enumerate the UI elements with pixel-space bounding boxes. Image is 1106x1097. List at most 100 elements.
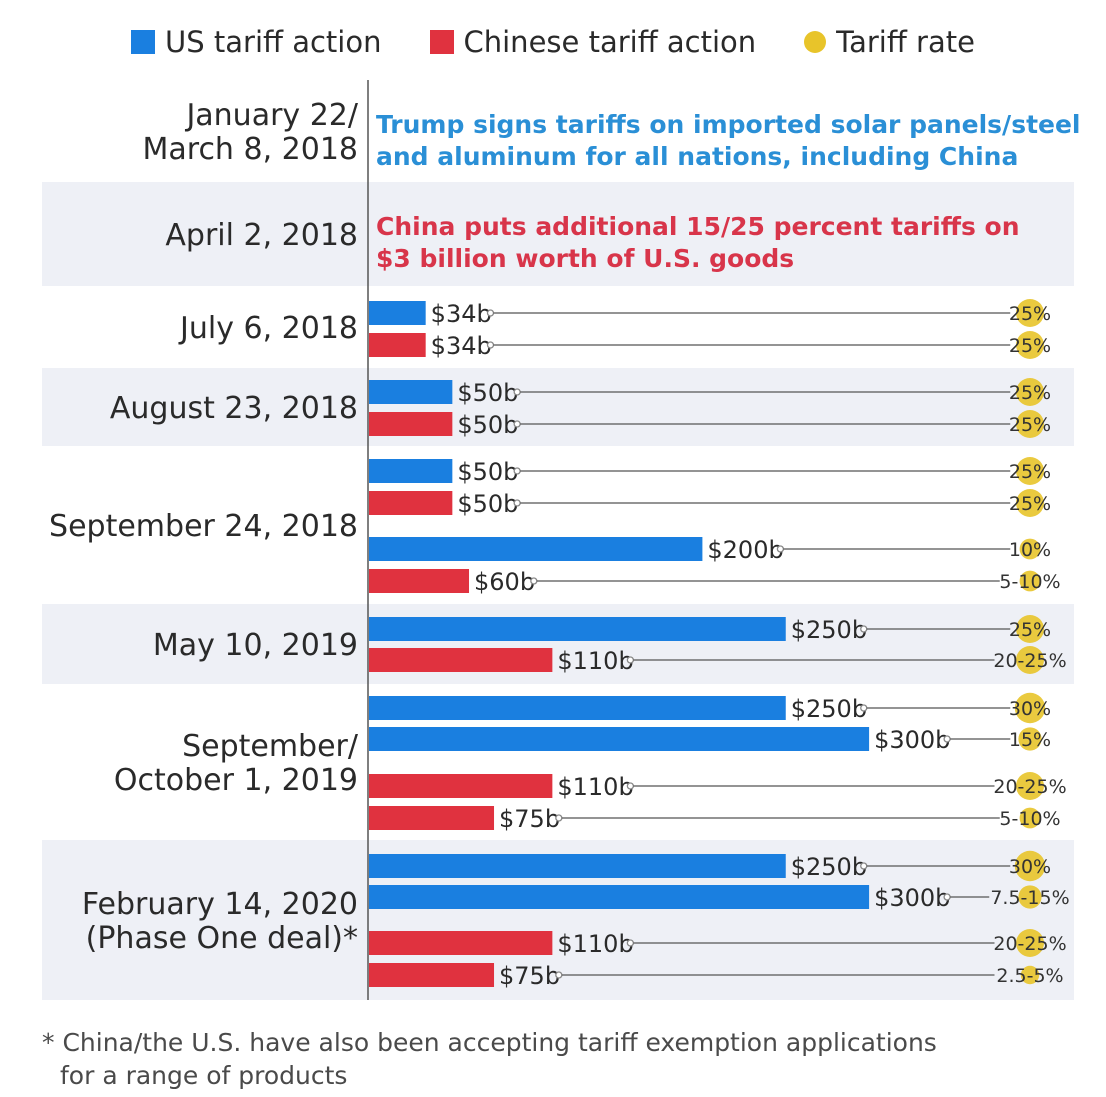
rate-bubble bbox=[1019, 807, 1041, 829]
tariff-timeline-chart: January 22/March 8, 2018 Trump signs tari… bbox=[42, 80, 1081, 1000]
connector-dot bbox=[513, 499, 521, 507]
rate-label: 25% bbox=[1009, 303, 1051, 325]
bar-us bbox=[369, 727, 870, 751]
bar-china bbox=[369, 774, 553, 798]
connector-dot bbox=[513, 420, 521, 428]
bar-us bbox=[369, 537, 703, 561]
bar-value-label: $250b bbox=[791, 695, 867, 723]
bar-value-label: $34b bbox=[431, 332, 492, 360]
bar-us bbox=[369, 696, 786, 720]
bar-us bbox=[369, 459, 453, 483]
date-label: October 1, 2019 bbox=[114, 763, 358, 798]
rate-label: 5-10% bbox=[999, 571, 1060, 593]
connector-dot bbox=[943, 735, 951, 743]
bar-us bbox=[369, 617, 786, 641]
bar-china bbox=[369, 931, 553, 955]
group-band bbox=[42, 182, 1074, 286]
bar-value-label: $50b bbox=[457, 411, 518, 439]
group-band bbox=[42, 368, 1074, 446]
chart-legend: US tariff action Chinese tariff action T… bbox=[0, 0, 1106, 84]
connector-dot bbox=[860, 625, 868, 633]
rate-label: 25% bbox=[1009, 619, 1051, 641]
rate-bubble bbox=[1019, 570, 1041, 592]
bar-value-label: $300b bbox=[874, 884, 950, 912]
legend-dot-rate bbox=[804, 31, 827, 53]
connector-dot bbox=[626, 939, 635, 947]
rate-bubble bbox=[1016, 457, 1044, 485]
rate-bubble bbox=[1014, 692, 1046, 724]
legend-swatch-china bbox=[429, 30, 454, 54]
connector-dot bbox=[626, 656, 635, 664]
legend-item-china: Chinese tariff action bbox=[429, 25, 756, 59]
rate-label: 25% bbox=[1009, 382, 1051, 404]
bar-china bbox=[369, 569, 470, 593]
bar-value-label: $110b bbox=[557, 647, 633, 675]
legend-swatch-us bbox=[131, 30, 156, 54]
bar-value-label: $60b bbox=[474, 568, 535, 596]
bar-china bbox=[369, 491, 453, 515]
annotation-text: $3 billion worth of U.S. goods bbox=[376, 244, 794, 273]
bar-value-label: $75b bbox=[499, 962, 560, 990]
rate-label: 30% bbox=[1009, 856, 1051, 878]
bar-value-label: $50b bbox=[457, 490, 518, 518]
bar-us bbox=[369, 301, 426, 325]
bar-value-label: $300b bbox=[874, 726, 950, 754]
bar-value-label: $75b bbox=[499, 805, 560, 833]
bar-us bbox=[369, 380, 453, 404]
rate-bubble bbox=[1018, 885, 1042, 909]
rate-label: 25% bbox=[1009, 335, 1051, 357]
rate-label: 25% bbox=[1009, 414, 1051, 436]
connector-dot bbox=[555, 971, 563, 979]
rate-label: 2.5-5% bbox=[996, 965, 1063, 987]
rate-label: 25% bbox=[1009, 461, 1051, 483]
date-label: April 2, 2018 bbox=[165, 218, 358, 253]
rate-bubble bbox=[1016, 489, 1044, 517]
date-label: August 23, 2018 bbox=[110, 391, 358, 426]
bar-value-label: $50b bbox=[457, 458, 518, 486]
date-label: September/ bbox=[182, 729, 359, 764]
rate-label: 20-25% bbox=[993, 650, 1066, 672]
bar-china bbox=[369, 333, 426, 357]
date-label: January 22/ bbox=[184, 98, 358, 133]
date-label: May 10, 2019 bbox=[153, 628, 358, 663]
rate-label: 5-10% bbox=[999, 808, 1060, 830]
rate-label: 7.5-15% bbox=[990, 887, 1069, 909]
rate-bubble bbox=[1020, 965, 1040, 985]
legend-label-us: US tariff action bbox=[165, 25, 382, 59]
connector-dot bbox=[513, 388, 521, 396]
rate-bubble bbox=[1019, 538, 1041, 560]
connector-dot bbox=[776, 545, 785, 553]
bar-us bbox=[369, 885, 870, 909]
rate-label: 30% bbox=[1009, 698, 1051, 720]
rate-bubble bbox=[1016, 615, 1044, 643]
bar-china bbox=[369, 963, 495, 987]
connector-dot bbox=[513, 467, 521, 475]
legend-label-rate: Tariff rate bbox=[836, 25, 975, 59]
bar-value-label: $250b bbox=[791, 853, 867, 881]
bar-value-label: $34b bbox=[431, 300, 492, 328]
rate-bubble bbox=[1016, 772, 1044, 800]
annotation-text: China puts additional 15/25 percent tari… bbox=[376, 212, 1020, 241]
date-label: September 24, 2018 bbox=[49, 509, 358, 544]
legend-item-us: US tariff action bbox=[131, 25, 382, 59]
rate-label: 20-25% bbox=[993, 776, 1066, 798]
bar-value-label: $110b bbox=[557, 930, 633, 958]
date-label: March 8, 2018 bbox=[143, 132, 359, 167]
connector-dot bbox=[555, 814, 563, 822]
footnote-line-1: * China/the U.S. have also been acceptin… bbox=[42, 1028, 937, 1057]
date-label: (Phase One deal)* bbox=[86, 921, 358, 956]
rate-bubble bbox=[1016, 646, 1044, 674]
rate-label: 10% bbox=[1009, 539, 1051, 561]
bar-us bbox=[369, 854, 786, 878]
rate-bubble bbox=[1016, 299, 1044, 327]
bar-china bbox=[369, 412, 453, 436]
bar-value-label: $110b bbox=[557, 773, 633, 801]
rate-bubble bbox=[1016, 929, 1044, 957]
footnote: * China/the U.S. have also been acceptin… bbox=[42, 1026, 1042, 1092]
date-label: July 6, 2018 bbox=[178, 311, 358, 346]
connector-dot bbox=[530, 577, 538, 585]
annotation-text: Trump signs tariffs on imported solar pa… bbox=[376, 110, 1081, 139]
connector-dot bbox=[626, 782, 635, 790]
bar-value-label: $50b bbox=[457, 379, 518, 407]
footnote-line-2: for a range of products bbox=[60, 1061, 348, 1090]
